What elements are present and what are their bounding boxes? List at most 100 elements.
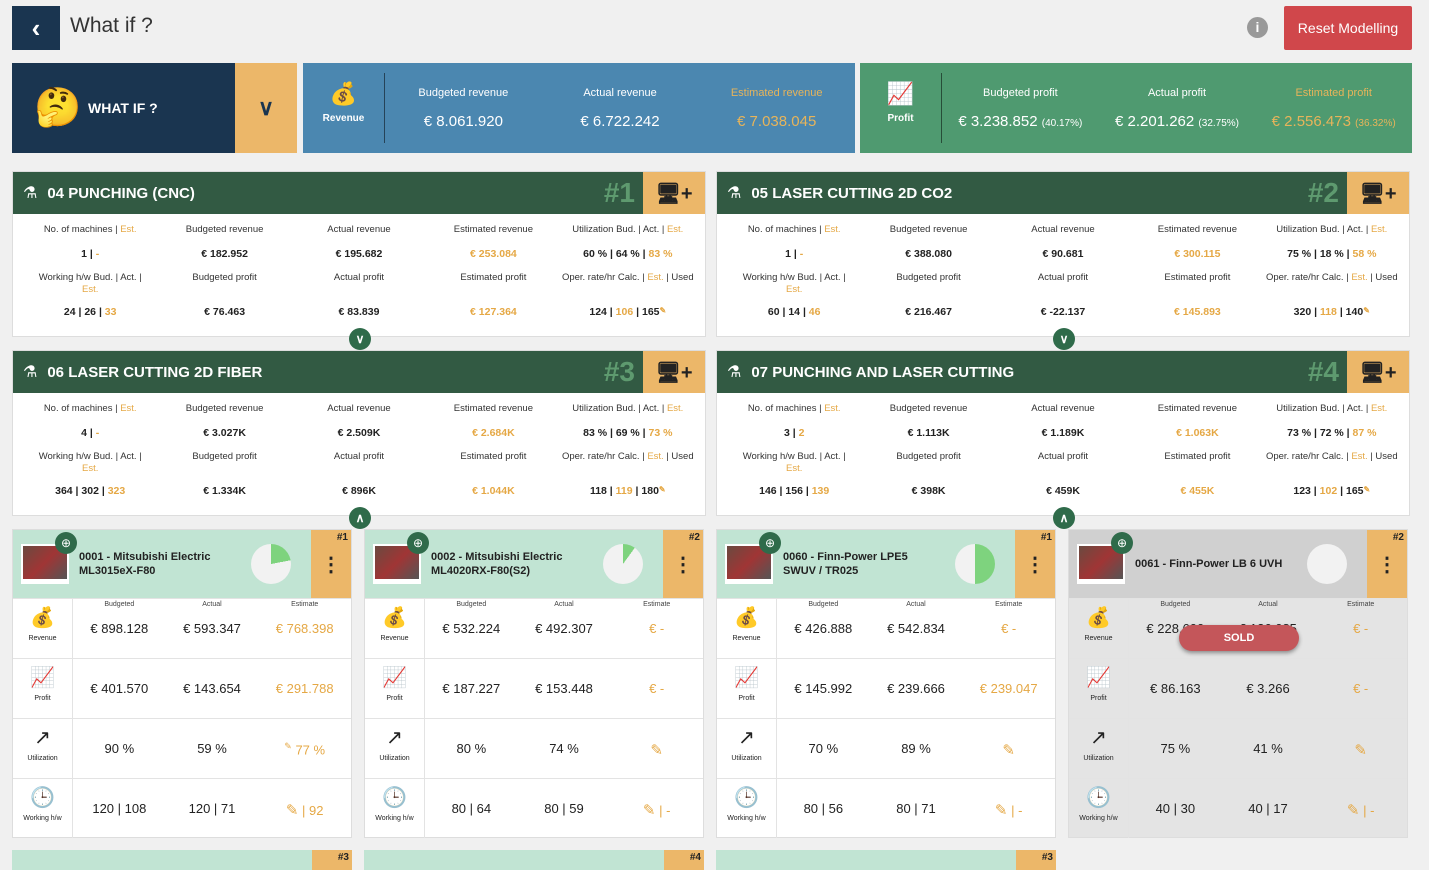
utilization-pie: [955, 544, 995, 584]
revenue-coins-icon: 💰: [30, 607, 55, 629]
budgeted-revenue: € 3.027K: [203, 427, 246, 439]
department-name: 05 LASER CUTTING 2D CO2: [751, 184, 953, 202]
label: Oper. rate/hr Calc. |: [561, 451, 648, 462]
chevron-up-button[interactable]: ∧: [1053, 507, 1075, 529]
estimated-revenue-label: Estimated revenue: [730, 86, 823, 99]
utilization-est: 87 %: [1352, 427, 1377, 439]
utilization-est: 83 %: [648, 248, 673, 260]
label: Budgeted profit: [896, 272, 961, 283]
department-name: 06 LASER CUTTING 2D FIBER: [47, 363, 263, 381]
label: Actual profit: [333, 451, 385, 462]
zoom-in-icon[interactable]: ⊕: [759, 532, 781, 554]
actual-revenue: € 195.682: [335, 248, 383, 260]
what-if-toggle-button[interactable]: ∨: [235, 63, 297, 153]
zoom-in-icon[interactable]: ⊕: [55, 532, 77, 554]
label: Estimated revenue: [453, 403, 533, 414]
machine-menu-button[interactable]: #1 ⋮: [311, 530, 351, 598]
revenue-summary: 💰 Revenue Budgeted revenue € 8.061.920 Act…: [303, 63, 855, 153]
label: Estimated profit: [1164, 272, 1231, 283]
machine-menu-button[interactable]: #2 ⋮: [663, 530, 703, 598]
add-machine-button[interactable]: 🖥+: [1347, 172, 1409, 214]
label: Actual revenue: [327, 403, 391, 414]
label: Est.: [786, 463, 803, 474]
machine-rank: #2: [1392, 532, 1404, 543]
chevron-left-icon: ‹: [31, 12, 41, 43]
label: Budgeted profit: [192, 451, 257, 462]
machine-photo: [1077, 544, 1125, 584]
reset-modelling-button[interactable]: Reset Modelling: [1284, 6, 1412, 50]
edit-icon[interactable]: ✎: [285, 802, 299, 819]
row-label: Profit: [738, 695, 755, 702]
row-label: Utilization: [1083, 755, 1114, 762]
budgeted-revenue: € 388.080: [905, 248, 952, 260]
label: Estimated profit: [460, 272, 527, 283]
edit-icon[interactable]: ✎: [1363, 485, 1371, 494]
row-label: Working h/w: [23, 815, 62, 822]
column-header: Actual: [554, 601, 574, 608]
edit-icon[interactable]: ✎: [994, 802, 1008, 819]
column-header: Actual: [202, 601, 222, 608]
add-machine-button[interactable]: 🖥+: [643, 172, 705, 214]
edit-icon[interactable]: ✎: [1363, 306, 1370, 315]
rate: 320 |: [1293, 306, 1320, 318]
label: Working h/w Bud. | Act. |: [742, 272, 846, 283]
row-label: Utilization: [731, 755, 762, 762]
profit-chart-icon: 📈: [886, 81, 915, 106]
profit-chart-icon: 📈: [734, 667, 759, 689]
label: Estimated revenue: [1157, 403, 1237, 414]
machine-util-value: 41 %: [1253, 741, 1283, 756]
machine-rank: #3: [1041, 852, 1053, 863]
edit-icon[interactable]: ✎: [658, 485, 666, 494]
machine-menu-button[interactable]: #1 ⋮: [1015, 530, 1055, 598]
machine-card: ⊕ 0061 - Finn-Power LB 6 UVH #2 ⋮ 💰 Revenu…: [1068, 529, 1408, 838]
edit-icon[interactable]: ✎: [284, 741, 292, 751]
edit-icon[interactable]: ✎: [1002, 742, 1015, 759]
edit-icon[interactable]: ✎: [650, 742, 663, 759]
back-button[interactable]: ‹: [12, 6, 60, 50]
actual-revenue-value: € 6.722.242: [580, 112, 660, 130]
machine-rev-value: € -: [1353, 621, 1369, 636]
label: Utilization Bud. | Act. |: [1276, 224, 1371, 235]
machine-name: 0060 - Finn-Power LPE5: [783, 551, 908, 563]
row-label: Profit: [386, 695, 403, 702]
estimated-profit-label: Estimated profit: [1295, 86, 1372, 99]
budgeted-profit-value: € 3.238.852: [958, 112, 1038, 130]
chevron-down-button[interactable]: ∨: [1053, 328, 1075, 350]
edit-icon[interactable]: ✎: [642, 802, 656, 819]
more-vertical-icon: ⋮: [673, 553, 693, 576]
column-header: Estimate: [1347, 601, 1375, 608]
rate-est: 118: [1319, 306, 1337, 318]
label: Working h/w Bud. | Act. |: [742, 451, 846, 462]
edit-icon[interactable]: ✎: [1354, 742, 1367, 759]
machine-rank: #2: [688, 532, 700, 543]
utilization: 60 % | 64 % |: [583, 248, 649, 260]
row-label: Profit: [1090, 695, 1107, 702]
add-machine-button[interactable]: 🖥+: [1347, 351, 1409, 393]
trend-up-icon: ↗: [386, 727, 403, 749]
info-icon[interactable]: i: [1247, 17, 1268, 38]
row-label: Working h/w: [1079, 815, 1118, 822]
rate-est: 106: [615, 306, 634, 318]
what-if-label: WHAT IF ?: [88, 100, 158, 116]
department-card: ⚗ 07 PUNCHING AND LASER CUTTING #4 🖥+ No.…: [716, 350, 1410, 529]
machine-card: ⊕ 0001 - Mitsubishi Electric ML3015eX-F80…: [12, 529, 352, 838]
chevron-up-button[interactable]: ∧: [349, 507, 371, 529]
machine-prof-value: € 143.654: [183, 681, 241, 696]
machine-menu-button[interactable]: #3: [312, 850, 352, 870]
label: Est.: [824, 224, 841, 235]
machine-card: #3: [716, 850, 1056, 870]
machine-menu-button[interactable]: #3: [1016, 850, 1056, 870]
edit-icon[interactable]: ✎: [659, 306, 667, 315]
actual-profit: € 83.839: [338, 306, 380, 318]
machine-menu-button[interactable]: #4: [664, 850, 704, 870]
zoom-in-icon[interactable]: ⊕: [1111, 532, 1133, 554]
chevron-down-button[interactable]: ∨: [349, 328, 371, 350]
department-rank: #4: [1307, 356, 1339, 387]
machine-rev-value: € 492.307: [535, 621, 593, 636]
edit-icon[interactable]: ✎: [1346, 802, 1360, 819]
rate-used: | 165: [633, 306, 660, 318]
machine-rev-value: € 768.398: [275, 621, 334, 636]
machine-menu-button[interactable]: #2 ⋮: [1367, 530, 1407, 598]
add-machine-button[interactable]: 🖥+: [643, 351, 705, 393]
zoom-in-icon[interactable]: ⊕: [407, 532, 429, 554]
